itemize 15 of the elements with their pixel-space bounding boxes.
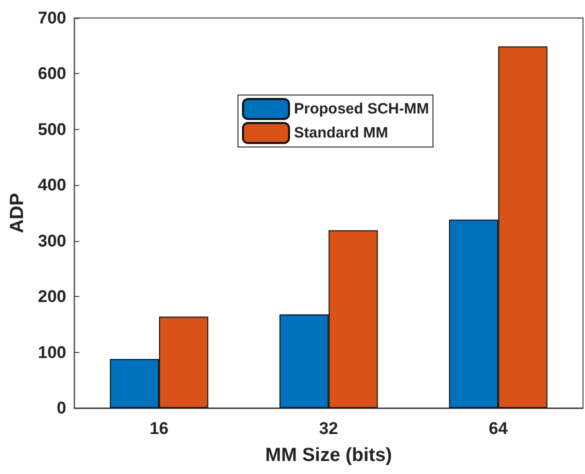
x-tick-label: 32 xyxy=(319,419,338,438)
x-axis-title: MM Size (bits) xyxy=(265,445,392,466)
y-tick-label: 600 xyxy=(38,64,66,84)
y-axis-title: ADP xyxy=(7,192,28,234)
y-tick-label: 700 xyxy=(38,8,66,28)
y-tick-label: 0 xyxy=(56,398,66,418)
y-tick-label: 300 xyxy=(38,231,66,250)
x-tick-label: 64 xyxy=(488,419,508,438)
legend-label: Standard MM xyxy=(294,124,388,142)
legend-label: Proposed SCH-MM xyxy=(294,100,429,118)
x-tick-label: 16 xyxy=(150,419,169,438)
y-tick-label: 400 xyxy=(38,176,66,195)
y-tick-label: 500 xyxy=(38,120,66,139)
y-tick-label: 200 xyxy=(38,287,66,306)
y-tick-label: 100 xyxy=(38,342,66,362)
